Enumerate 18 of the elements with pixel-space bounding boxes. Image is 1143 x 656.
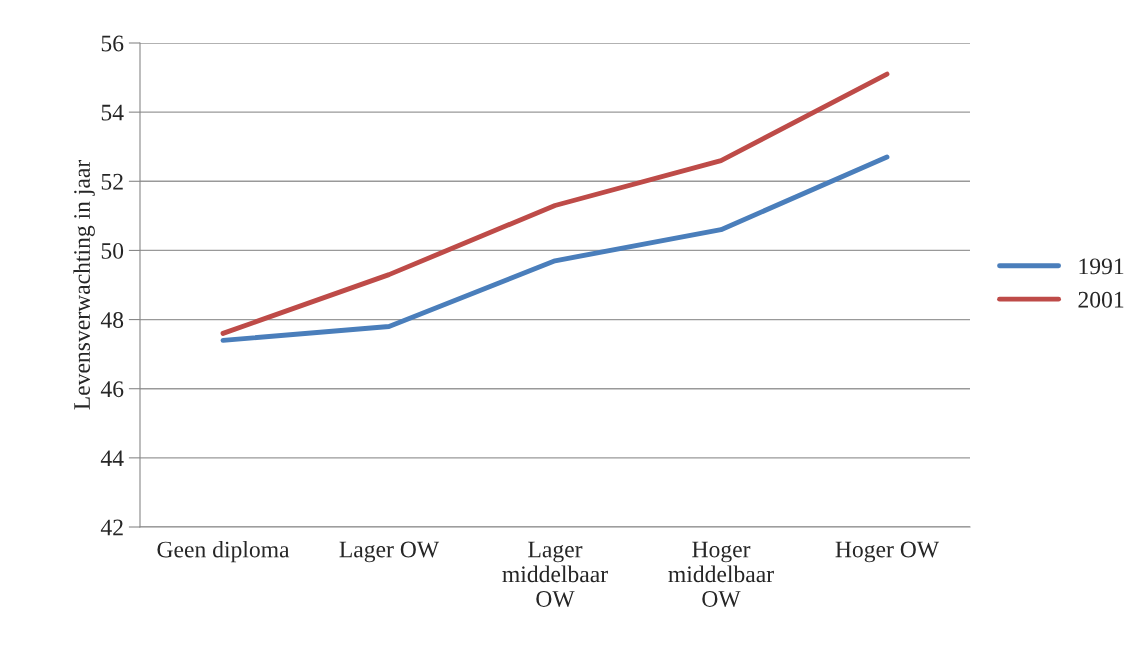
y-tick-label: 48 xyxy=(100,312,124,328)
line-series xyxy=(220,154,890,343)
y-tick-label: 46 xyxy=(100,381,124,398)
y-tick-label: 54 xyxy=(101,104,124,121)
x-tick-label: Hoger middelbaar OW xyxy=(668,541,774,608)
y-axis-title: Levensverwachting in jaar xyxy=(73,160,95,410)
legend-label: 1991 xyxy=(1079,258,1124,275)
y-tick-label: 50 xyxy=(101,242,124,259)
x-tick-label: Geen diploma xyxy=(157,540,290,563)
y-tick-label: 44 xyxy=(100,450,124,467)
x-tick-label: Hoger OW xyxy=(835,541,940,563)
y-tick-label: 56 xyxy=(101,35,124,52)
x-tick-label: Lager OW xyxy=(339,541,440,563)
x-tick-label: Lager middelbaar OW xyxy=(502,541,608,608)
y-tick-label: 52 xyxy=(101,173,123,190)
y-tick-label: 42 xyxy=(100,519,123,536)
legend-label: 2001 xyxy=(1078,291,1124,308)
line-series xyxy=(220,71,890,336)
